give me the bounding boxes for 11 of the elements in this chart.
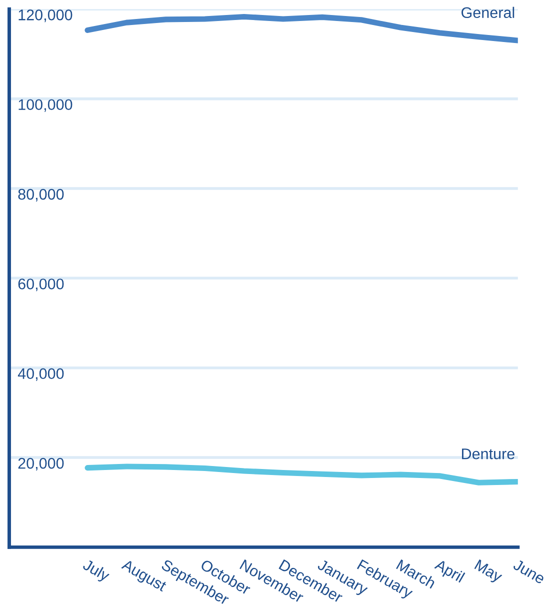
x-tick-label: April <box>432 558 466 586</box>
y-tick-label: 60,000 <box>18 278 64 292</box>
x-tick-label: May <box>472 559 504 586</box>
y-tick-label: 80,000 <box>18 188 64 202</box>
series-label: Denture <box>462 448 514 460</box>
y-tick-label: 120,000 <box>18 10 72 22</box>
y-tick-label: 20,000 <box>18 458 64 471</box>
y-tick-label: 40,000 <box>18 368 64 381</box>
x-tick-label: July <box>80 558 112 584</box>
y-tick-label: 100,000 <box>18 99 72 112</box>
series-label: General <box>462 6 514 18</box>
